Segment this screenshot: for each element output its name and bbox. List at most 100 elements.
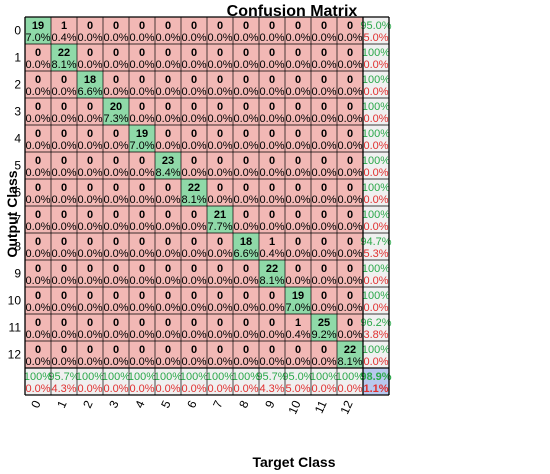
cell-count: 0 <box>347 155 353 167</box>
y-axis-label: Output Class <box>4 170 20 257</box>
matrix-cell <box>155 17 181 44</box>
cell-percent: 0.0% <box>103 194 128 206</box>
cell-percent: 0.0% <box>259 167 284 179</box>
cell-count: 0 <box>35 182 41 194</box>
cell-percent: 0.0% <box>207 302 232 314</box>
cell-count: 0 <box>347 182 353 194</box>
row-summary-correct: 100% <box>362 209 390 221</box>
cell-percent: 0.0% <box>259 194 284 206</box>
x-tick-label: 0 <box>28 398 44 410</box>
cell-count: 0 <box>243 101 249 113</box>
matrix-cell <box>129 71 155 98</box>
matrix-cell <box>25 17 51 44</box>
cell-count: 0 <box>217 20 223 32</box>
matrix-cell <box>233 206 259 233</box>
matrix-cell <box>25 71 51 98</box>
cell-count: 0 <box>347 74 353 86</box>
y-tick-label: 12 <box>8 348 22 362</box>
cell-count: 0 <box>217 47 223 59</box>
cell-count: 0 <box>165 182 171 194</box>
cell-count: 0 <box>295 74 301 86</box>
cell-count: 0 <box>347 236 353 248</box>
matrix-cell <box>51 233 77 260</box>
cell-percent: 0.0% <box>207 356 232 368</box>
cell-count: 0 <box>113 290 119 302</box>
cell-count: 0 <box>295 236 301 248</box>
cell-percent: 0.0% <box>129 221 154 233</box>
matrix-cell <box>77 233 103 260</box>
cell-count: 0 <box>35 317 41 329</box>
y-tick-label: 10 <box>8 294 22 308</box>
cell-percent: 0.0% <box>259 32 284 44</box>
matrix-cell <box>51 179 77 206</box>
cell-percent: 0.0% <box>311 59 336 71</box>
cell-percent: 0.0% <box>285 194 310 206</box>
matrix-cell <box>181 179 207 206</box>
matrix-cell <box>77 125 103 152</box>
y-tick-label: 0 <box>14 24 21 38</box>
cell-percent: 0.4% <box>285 329 310 341</box>
cell-percent: 0.0% <box>337 302 362 314</box>
matrix-cell <box>207 287 233 314</box>
cell-percent: 0.0% <box>25 86 50 98</box>
cell-percent: 0.0% <box>285 167 310 179</box>
matrix-cell <box>25 179 51 206</box>
cell-percent: 0.0% <box>207 140 232 152</box>
cell-count: 0 <box>243 317 249 329</box>
col-summary-cell <box>259 368 285 395</box>
cell-percent: 0.0% <box>207 329 232 341</box>
matrix-cell <box>233 260 259 287</box>
cell-count: 0 <box>243 155 249 167</box>
matrix-cell <box>129 341 155 368</box>
col-summary-correct: 100% <box>76 371 104 383</box>
matrix-cell <box>285 314 311 341</box>
cell-count: 19 <box>32 20 44 32</box>
cell-count: 0 <box>217 128 223 140</box>
cell-percent: 0.0% <box>337 113 362 125</box>
cell-count: 0 <box>139 155 145 167</box>
cell-count: 0 <box>243 344 249 356</box>
matrix-cell <box>337 17 363 44</box>
cell-percent: 0.0% <box>129 86 154 98</box>
cell-count: 0 <box>113 236 119 248</box>
cell-count: 0 <box>191 20 197 32</box>
col-summary-cell <box>311 368 337 395</box>
cell-percent: 0.0% <box>181 140 206 152</box>
cell-count: 0 <box>113 20 119 32</box>
matrix-cell <box>103 152 129 179</box>
matrix-cell <box>129 152 155 179</box>
row-summary-error: 3.8% <box>363 329 388 341</box>
matrix-cell <box>129 98 155 125</box>
cell-percent: 0.0% <box>285 32 310 44</box>
matrix-cell <box>129 260 155 287</box>
matrix-cell <box>51 17 77 44</box>
cell-percent: 0.0% <box>77 221 102 233</box>
row-summary-correct: 100% <box>362 74 390 86</box>
cell-percent: 0.0% <box>103 302 128 314</box>
cell-count: 0 <box>217 236 223 248</box>
row-summary-correct: 96.2% <box>360 317 391 329</box>
matrix-cell <box>77 71 103 98</box>
cell-count: 0 <box>87 20 93 32</box>
cell-count: 0 <box>243 209 249 221</box>
cell-percent: 0.0% <box>181 275 206 287</box>
cell-percent: 0.0% <box>129 275 154 287</box>
cell-percent: 0.0% <box>337 86 362 98</box>
cell-count: 0 <box>139 236 145 248</box>
cell-count: 0 <box>321 344 327 356</box>
matrix-cell <box>51 125 77 152</box>
matrix-cell <box>337 152 363 179</box>
cell-percent: 0.0% <box>285 86 310 98</box>
cell-percent: 0.0% <box>233 194 258 206</box>
matrix-cell <box>129 314 155 341</box>
cell-count: 0 <box>269 344 275 356</box>
y-tick-label: 3 <box>14 105 21 119</box>
cell-count: 0 <box>269 20 275 32</box>
cell-percent: 0.0% <box>25 302 50 314</box>
cell-percent: 0.0% <box>51 167 76 179</box>
matrix-cell <box>337 260 363 287</box>
cell-percent: 0.0% <box>207 194 232 206</box>
col-summary-error: 0.0% <box>233 383 258 395</box>
row-summary-correct: 94.7% <box>360 236 391 248</box>
matrix-cell <box>181 314 207 341</box>
